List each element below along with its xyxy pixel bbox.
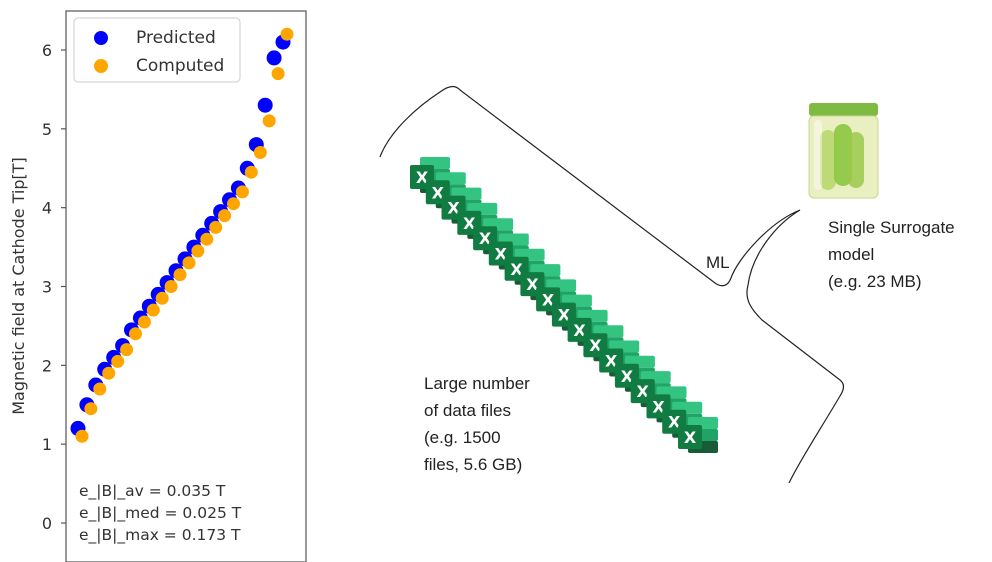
data-files-label-line-1: Large number [424,374,530,393]
point-computed [227,197,240,210]
svg-text:X: X [684,428,697,447]
point-computed [120,343,133,356]
y-tick-label: 2 [42,356,52,375]
point-computed [84,402,97,415]
y-axis-ticks: 0 1 2 3 4 5 6 [42,41,66,533]
point-computed [76,430,89,443]
point-computed [147,304,160,317]
surrogate-label-line-1: Single Surrogate [828,218,955,237]
point-computed [200,233,213,246]
point-computed [272,67,285,80]
data-files-label-line-4: files, 5.6 GB) [424,455,522,474]
point-computed [183,256,196,269]
point-computed [174,268,187,281]
point-computed [156,292,169,305]
legend-label-computed: Computed [136,56,224,76]
point-computed [191,245,204,258]
point-computed [102,367,115,380]
point-predicted [258,98,273,113]
error-stats: e_|B|_av = 0.035 T e_|B|_med = 0.025 T e… [79,482,242,545]
surrogate-model-label: Single Surrogate model (e.g. 23 MB) [828,218,955,291]
y-tick-label: 5 [42,120,52,139]
legend: Predicted Computed [74,18,240,82]
point-computed [263,114,276,127]
y-tick-label: 0 [42,514,52,533]
point-computed [165,280,178,293]
point-computed [129,327,142,340]
legend-marker-predicted [94,31,108,45]
legend-marker-computed [94,59,108,73]
surrogate-label-line-3: (e.g. 23 MB) [828,272,922,291]
point-computed [254,146,267,159]
y-tick-label: 1 [42,435,52,454]
point-computed [236,185,249,198]
y-tick-label: 3 [42,278,52,297]
point-computed [111,355,124,368]
point-computed [93,383,106,396]
y-tick-label: 4 [42,199,52,218]
ml-label: ML [706,253,730,272]
data-files-label: Large number of data files (e.g. 1500 fi… [424,374,530,474]
plot-frame [66,11,306,562]
point-computed [209,221,222,234]
ml-bracket-line [380,86,843,483]
point-computed [138,316,151,329]
point-computed [281,28,294,41]
point-computed [245,166,258,179]
data-files-label-line-2: of data files [424,401,511,420]
stat-median: e_|B|_med = 0.025 T [79,504,242,523]
stat-average: e_|B|_av = 0.035 T [79,482,226,501]
point-computed [218,209,231,222]
surrogate-label-line-2: model [828,245,874,264]
scatter-chart: Magnetic field at Cathode Tip[T] 0 1 2 3 4 5 6… [9,11,306,562]
legend-label-predicted: Predicted [136,28,216,48]
point-predicted [267,50,282,65]
data-files-label-line-3: (e.g. 1500 [424,428,501,447]
pickle-jar-icon [809,103,878,198]
y-tick-label: 6 [42,41,52,60]
stat-max: e_|B|_max = 0.173 T [79,526,241,545]
y-axis-label: Magnetic field at Cathode Tip[T] [9,157,28,415]
